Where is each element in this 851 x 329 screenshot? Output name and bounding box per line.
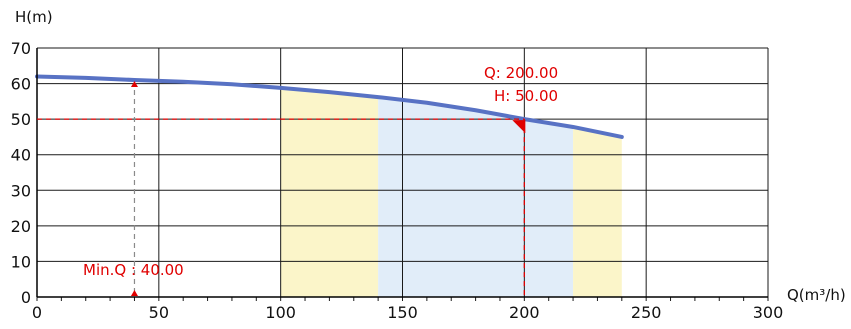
y-tick-label: 40 — [11, 146, 31, 165]
axes — [36, 48, 769, 301]
y-tick-label: 10 — [11, 252, 31, 271]
min-q-top-arrow — [130, 81, 138, 88]
region-0 — [280, 87, 379, 297]
x-tick-label: 0 — [32, 303, 42, 322]
x-tick-label: 300 — [753, 303, 784, 322]
operating-point-marker — [512, 120, 526, 134]
y-tick-label: 60 — [11, 75, 31, 94]
min-q-label: Min.Q : 40.00 — [83, 261, 184, 279]
region-2 — [573, 126, 622, 298]
grid-lines — [36, 47, 769, 298]
y-tick-label: 30 — [11, 181, 31, 200]
tick-labels: 0 10 20 30 40 50 60 70 0 50 100 150 200 250 300 — [11, 39, 784, 322]
min-q-bottom-arrow — [130, 290, 138, 296]
y-tick-label: 20 — [11, 217, 31, 236]
x-tick-label: 250 — [631, 303, 662, 322]
y-axis-title: H(m) — [15, 8, 53, 26]
x-tick-label: 50 — [149, 303, 169, 322]
x-tick-label: 100 — [265, 303, 296, 322]
x-axis-title: Q(m³/h) — [787, 286, 846, 304]
y-tick-label: 0 — [21, 288, 31, 307]
region-1 — [378, 97, 574, 298]
x-tick-label: 150 — [387, 303, 418, 322]
y-tick-label: 70 — [11, 39, 31, 58]
y-tick-label: 50 — [11, 110, 31, 129]
annotations — [37, 81, 526, 297]
x-tick-label: 200 — [509, 303, 540, 322]
operating-point-h-label: H: 50.00 — [494, 87, 558, 105]
operating-point-q-label: Q: 200.00 — [484, 64, 558, 82]
